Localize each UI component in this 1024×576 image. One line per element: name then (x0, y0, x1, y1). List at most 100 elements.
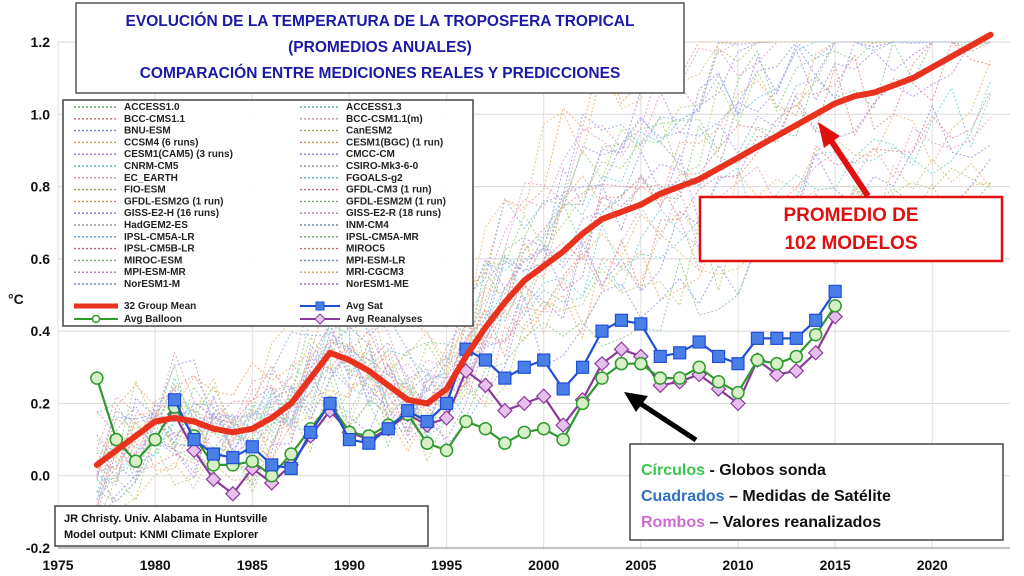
callout-arrow-shaft (825, 134, 871, 198)
data-point-sat (653, 349, 667, 364)
model-run-line (96, 41, 991, 508)
observations-arrow-shaft (636, 399, 698, 443)
data-point-sat (381, 422, 395, 436)
legend-model-label: MPI-ESM-LR (346, 255, 406, 266)
legend-mean-label: 32 Group Mean (124, 301, 196, 312)
data-point-reanalyses (535, 388, 552, 405)
data-point-balloon (459, 414, 473, 429)
y-tick-label: 0.4 (31, 323, 51, 339)
legend-balloon-label: Avg Balloon (124, 314, 182, 325)
legend-model-label: INM-CM4 (346, 220, 389, 231)
data-point-balloon (90, 371, 104, 385)
key-rhombus: Rombos – Valores reanalizados (641, 514, 881, 531)
x-tick-label: 2010 (722, 557, 753, 573)
x-tick-label: 2015 (820, 557, 851, 573)
legend-model-label: CNRM-CM5 (124, 161, 179, 172)
legend-model-label: MIROC5 (346, 244, 385, 255)
legend-model-label: CESM1(CAM5) (3 runs) (124, 149, 233, 160)
data-point-balloon (770, 356, 784, 371)
legend-reanalyses-marker (314, 313, 326, 325)
credit-box: JR Christy. Univ. Alabama in Huntsville … (54, 505, 429, 547)
x-tick-label: 2000 (528, 557, 559, 573)
data-point-balloon (439, 443, 454, 458)
data-point-balloon (711, 374, 726, 389)
y-tick-label: 0.0 (31, 468, 51, 484)
model-run-line (96, 41, 991, 483)
data-point-balloon (245, 454, 260, 469)
title-box: EVOLUCIÓN DE LA TEMPERATURA DE LA TROPOS… (75, 2, 685, 94)
callout-arrow-head (818, 122, 840, 148)
x-tick-label: 2020 (917, 557, 948, 573)
data-point-reanalyses (730, 395, 746, 412)
legend-sat-marker (315, 301, 325, 311)
data-point-balloon (536, 421, 551, 436)
data-point-balloon (420, 436, 434, 450)
key-rhombus-word: Rombos (641, 514, 705, 531)
axis-ticks: -0.2 0.0 0.2 0.4 0.6 0.8 1.0 1.2 1975 1980 1985 199… (26, 34, 948, 573)
data-point-balloon (828, 299, 842, 313)
legend-model-label: MRI-CGCM3 (346, 267, 404, 278)
model-run-line (96, 41, 991, 461)
data-point-sat (362, 436, 376, 450)
model-run-line (96, 41, 991, 481)
legend-model-label: FIO-ESM (124, 185, 166, 196)
callout-frame (698, 195, 1004, 263)
data-point-balloon (517, 425, 532, 440)
data-point-reanalyses (613, 341, 630, 358)
y-tick-label: -0.2 (26, 540, 50, 556)
data-point-reanalyses (788, 363, 805, 379)
data-point-sat (323, 396, 337, 411)
data-point-balloon (128, 454, 143, 469)
y-axis-label: °C (8, 291, 24, 307)
data-point-reanalyses (186, 442, 202, 459)
model-run-line (96, 41, 991, 480)
key-circles-rest: - Globos sonda (705, 462, 826, 479)
data-point-balloon (284, 447, 298, 461)
data-point-sat (439, 396, 454, 411)
observations-key: Círculos - Globos sonda Cuadrados – Medi… (629, 443, 1004, 541)
legend-model-label: GISS-E2-R (18 runs) (346, 208, 441, 219)
data-point-sat (420, 414, 434, 429)
data-point-balloon (614, 356, 629, 371)
data-point-sat (595, 324, 609, 338)
legend-model-label: BCC-CSM1.1(m) (346, 114, 423, 125)
model-run-line (96, 41, 991, 515)
data-point-sat (809, 313, 823, 327)
data-point-sat (167, 393, 182, 407)
data-point-sat (226, 451, 240, 465)
model-run-line (96, 104, 991, 478)
data-point-reanalyses (594, 355, 610, 372)
data-point-reanalyses (497, 402, 513, 419)
legend-frame (62, 99, 474, 327)
x-tick-label: 1995 (431, 557, 462, 573)
model-run-line (96, 41, 991, 483)
y-tick-label: 1.0 (31, 106, 51, 122)
data-point-balloon (556, 432, 570, 447)
legend-model-label: NorESM1-ME (346, 279, 409, 290)
credit-line-2: Model output: KNMI Climate Explorer (64, 529, 259, 541)
data-point-balloon (634, 356, 648, 371)
x-tick-label: 2005 (625, 557, 656, 573)
data-point-sat (342, 432, 357, 447)
legend-model-label: CESM1(BGC) (1 run) (346, 137, 443, 148)
data-point-sat (517, 360, 531, 374)
series-line-32-group-mean (93, 31, 994, 468)
data-point-balloon (498, 436, 512, 450)
legend-model-label: GFDL-ESM2G (1 run) (124, 196, 223, 207)
data-point-sat (478, 353, 493, 367)
y-tick-label: 0.2 (31, 395, 51, 411)
data-point-sat (789, 331, 803, 345)
key-squares-rest: – Medidas de Satélite (725, 488, 891, 505)
legend-model-label: IPSL-CM5A-MR (346, 232, 420, 243)
data-point-sat (206, 447, 221, 461)
data-point-sat (634, 317, 648, 331)
data-point-reanalyses (807, 344, 824, 361)
data-point-reanalyses (438, 410, 455, 426)
data-point-balloon (750, 353, 765, 367)
legend-sat-label: Avg Sat (346, 301, 384, 312)
model-run-line (96, 91, 992, 456)
key-circles-word: Círculos (641, 462, 705, 479)
data-point-sat (692, 335, 706, 349)
data-point-balloon (731, 385, 745, 400)
